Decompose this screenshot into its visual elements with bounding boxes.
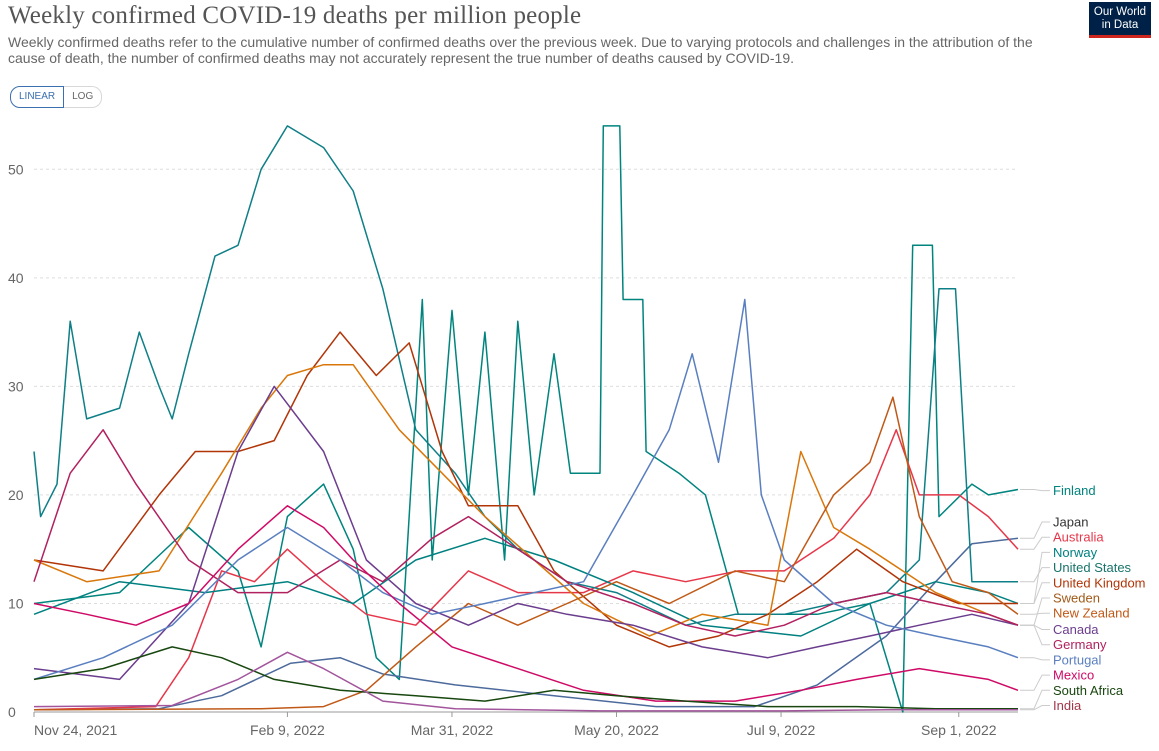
legend-label-canada[interactable]: Canada <box>1053 622 1099 637</box>
x-tick-label: Mar 31, 2022 <box>411 722 494 738</box>
legend-connector <box>1020 551 1050 604</box>
series-line-india[interactable] <box>33 651 1018 712</box>
legend-label-mexico[interactable]: Mexico <box>1053 668 1094 683</box>
series-line-portugal[interactable] <box>33 298 1019 681</box>
legend-label-india[interactable]: India <box>1053 698 1082 713</box>
scale-toggle: LINEAR LOG <box>10 86 103 108</box>
series-line-japan[interactable] <box>33 537 1019 711</box>
gridlines <box>34 168 1018 713</box>
legend-connector <box>1020 657 1050 661</box>
legend-label-finland[interactable]: Finland <box>1053 483 1096 498</box>
y-tick-label: 20 <box>8 487 24 503</box>
series-line-germany[interactable] <box>33 429 1019 637</box>
legend-label-united-kingdom[interactable]: United Kingdom <box>1053 575 1146 590</box>
legend-label-united-states[interactable]: United States <box>1053 560 1132 575</box>
x-tick-label: Nov 24, 2021 <box>34 722 117 738</box>
log-scale-button[interactable]: LOG <box>64 86 103 108</box>
x-tick-label: Sep 1, 2022 <box>921 722 997 738</box>
legend-label-new-zealand[interactable]: New Zealand <box>1053 606 1130 621</box>
chart-title: Weekly confirmed COVID-19 deaths per mil… <box>8 2 582 29</box>
linear-scale-button[interactable]: LINEAR <box>10 86 65 108</box>
series-lines <box>33 125 1019 713</box>
logo-line-2: in Data <box>1101 19 1139 31</box>
series-line-canada[interactable] <box>33 385 1019 681</box>
y-tick-label: 0 <box>8 704 16 720</box>
x-axis: Nov 24, 2021 Feb 9, 2022 Mar 31, 2022 May 2… <box>33 712 997 738</box>
legend-label-portugal[interactable]: Portugal <box>1053 652 1102 667</box>
series-line-new-zealand[interactable] <box>33 396 1019 711</box>
y-axis-ticks: 0 10 20 30 40 50 <box>8 161 24 720</box>
legend-label-south-africa[interactable]: South Africa <box>1053 683 1124 698</box>
y-tick-label: 10 <box>8 595 24 611</box>
x-tick-label: May 20, 2022 <box>574 722 659 738</box>
legend-connector <box>1020 567 1050 583</box>
y-tick-label: 40 <box>8 270 24 286</box>
owid-logo[interactable]: Our World in Data <box>1089 2 1151 38</box>
legend-connector <box>1020 674 1050 691</box>
legend-connector <box>1020 521 1050 539</box>
legend-connector <box>1020 689 1050 710</box>
legend-connector <box>1020 612 1050 615</box>
chart-subtitle: Weekly confirmed deaths refer to the cum… <box>8 34 1033 66</box>
legend-connector <box>1020 536 1050 550</box>
legend-connector <box>1020 489 1050 492</box>
series-line-australia[interactable] <box>33 429 1019 711</box>
legend-label-germany[interactable]: Germany <box>1053 637 1107 652</box>
legend-connector <box>1020 582 1050 604</box>
x-tick-label: Feb 9, 2022 <box>250 722 325 738</box>
legend-connector <box>1020 624 1050 646</box>
legend-connector <box>1020 705 1050 711</box>
x-tick-label: Jul 9, 2022 <box>747 722 816 738</box>
y-tick-label: 50 <box>8 161 24 177</box>
legend-label-australia[interactable]: Australia <box>1053 530 1104 545</box>
logo-line-1: Our World <box>1093 6 1147 18</box>
legend-label-norway[interactable]: Norway <box>1053 545 1098 560</box>
y-tick-label: 30 <box>8 378 24 394</box>
series-line-finland[interactable] <box>33 125 1019 713</box>
legend-label-sweden[interactable]: Sweden <box>1053 591 1100 606</box>
series-line-united-kingdom[interactable] <box>33 331 1018 648</box>
legend-label-japan[interactable]: Japan <box>1053 515 1088 530</box>
series-line-south-africa[interactable] <box>33 646 1018 710</box>
series-line-mexico[interactable] <box>33 505 1019 702</box>
